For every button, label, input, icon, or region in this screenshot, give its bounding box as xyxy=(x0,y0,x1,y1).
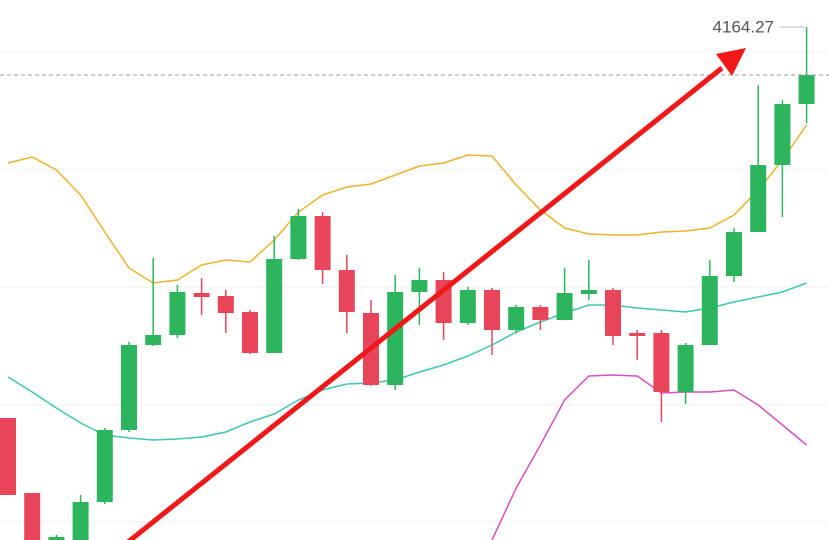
candle-body xyxy=(314,216,331,270)
candle-body xyxy=(508,307,525,330)
arrow-shaft xyxy=(126,66,724,540)
candle-body xyxy=(387,292,404,385)
candle-body xyxy=(0,418,16,495)
candle-body xyxy=(290,216,307,259)
candle-body xyxy=(169,292,186,335)
candle-body xyxy=(121,345,137,430)
candle-body xyxy=(459,290,476,323)
candle-body xyxy=(145,335,162,345)
candle-body xyxy=(556,293,573,320)
candle-body xyxy=(774,104,791,165)
candle-body xyxy=(48,537,65,540)
candle-body xyxy=(580,290,597,294)
candle-body xyxy=(217,296,234,313)
max-label: 4164.27 xyxy=(713,17,774,36)
candle-body xyxy=(484,290,500,330)
candle-body xyxy=(96,430,113,502)
candle-body xyxy=(72,502,89,540)
candle-body xyxy=(750,165,767,232)
band-line xyxy=(7,124,808,284)
candle-body xyxy=(629,333,646,336)
plot: 4164.27 xyxy=(0,17,829,540)
candle-body xyxy=(242,312,258,353)
candle-body xyxy=(411,280,428,292)
candle-body xyxy=(677,345,694,392)
candle-body xyxy=(653,333,670,392)
candle-body xyxy=(532,307,549,320)
candle-body xyxy=(605,290,621,336)
candle-body xyxy=(338,270,355,312)
candle-body xyxy=(701,276,718,345)
candle-body xyxy=(726,232,742,276)
candle-body xyxy=(266,259,283,353)
candle-body xyxy=(193,293,210,297)
band-line xyxy=(7,282,807,441)
band-line xyxy=(491,374,808,540)
candle-body xyxy=(24,493,41,540)
trend-arrow xyxy=(126,48,746,540)
arrow-head xyxy=(716,48,746,76)
candle-body xyxy=(798,75,815,104)
